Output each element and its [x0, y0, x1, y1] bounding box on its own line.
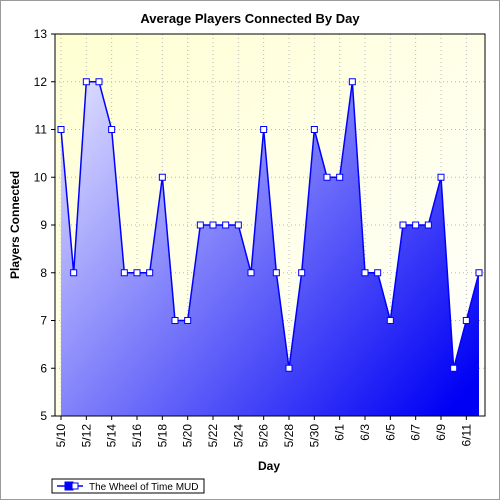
y-tick-label: 13 — [34, 27, 48, 41]
data-point — [57, 126, 65, 133]
data-point — [234, 221, 242, 229]
legend: The Wheel of Time MUD — [51, 478, 205, 494]
legend-box — [51, 478, 205, 494]
data-point — [133, 269, 141, 277]
y-axis-label: Players Connected — [8, 171, 22, 279]
y-tick-label: 12 — [34, 75, 48, 89]
x-tick-label: 5/28 — [282, 424, 296, 448]
x-tick-label: 5/20 — [181, 424, 195, 448]
data-point — [285, 364, 293, 372]
data-point — [95, 78, 103, 86]
data-point — [247, 269, 255, 277]
x-axis-label: Day — [258, 459, 280, 473]
y-tick-label: 6 — [40, 361, 47, 375]
series-line — [60, 81, 480, 369]
x-tick-label: 5/24 — [231, 424, 245, 448]
data-point — [209, 221, 217, 229]
y-tick-label: 9 — [40, 218, 47, 232]
legend-marker — [71, 482, 79, 490]
x-tick-label: 6/9 — [434, 424, 448, 441]
data-point — [348, 78, 356, 86]
x-tick-label: 5/10 — [54, 424, 68, 448]
y-tick-label: 5 — [40, 409, 47, 423]
y-tick-label: 7 — [40, 314, 47, 328]
y-tick-label: 11 — [35, 123, 48, 137]
x-tick-label: 6/1 — [333, 424, 347, 441]
data-point — [323, 173, 331, 181]
data-point — [222, 221, 230, 229]
data-point — [475, 269, 483, 277]
data-point — [298, 269, 306, 277]
data-point — [196, 221, 204, 229]
data-point — [171, 317, 179, 324]
data-point — [374, 269, 382, 277]
series-area — [61, 81, 479, 416]
x-tick-label: 6/5 — [383, 424, 397, 441]
data-point — [260, 126, 268, 133]
data-point — [424, 221, 432, 229]
data-point — [399, 221, 407, 229]
data-point — [336, 173, 344, 181]
x-tick-label: 5/18 — [155, 424, 169, 448]
x-tick-label: 5/30 — [307, 424, 321, 448]
x-tick-label: 6/7 — [409, 424, 423, 441]
data-point — [158, 173, 166, 181]
data-point — [450, 364, 458, 372]
data-point — [412, 221, 420, 229]
data-point — [70, 269, 78, 277]
data-point — [146, 269, 154, 277]
data-point — [108, 126, 116, 133]
x-tick-label: 5/22 — [206, 424, 220, 448]
data-point — [82, 78, 90, 86]
data-point — [437, 173, 445, 181]
legend-label: The Wheel of Time MUD — [89, 482, 198, 493]
y-tick-label: 8 — [40, 266, 47, 280]
data-point — [272, 269, 280, 277]
data-point — [386, 317, 394, 324]
chart-title: Average Players Connected By Day — [140, 11, 360, 26]
y-tick-label: 10 — [34, 170, 48, 184]
x-tick-label: 5/16 — [130, 424, 144, 448]
x-tick-label: 6/11 — [459, 424, 473, 447]
x-tick-label: 5/26 — [257, 424, 271, 448]
data-point — [310, 126, 318, 133]
x-tick-label: 5/12 — [79, 424, 93, 448]
data-point — [120, 269, 128, 277]
x-tick-label: 5/14 — [105, 424, 119, 448]
x-tick-label: 6/3 — [358, 424, 372, 441]
data-point — [184, 317, 192, 324]
data-point — [361, 269, 369, 277]
data-point — [462, 317, 470, 324]
